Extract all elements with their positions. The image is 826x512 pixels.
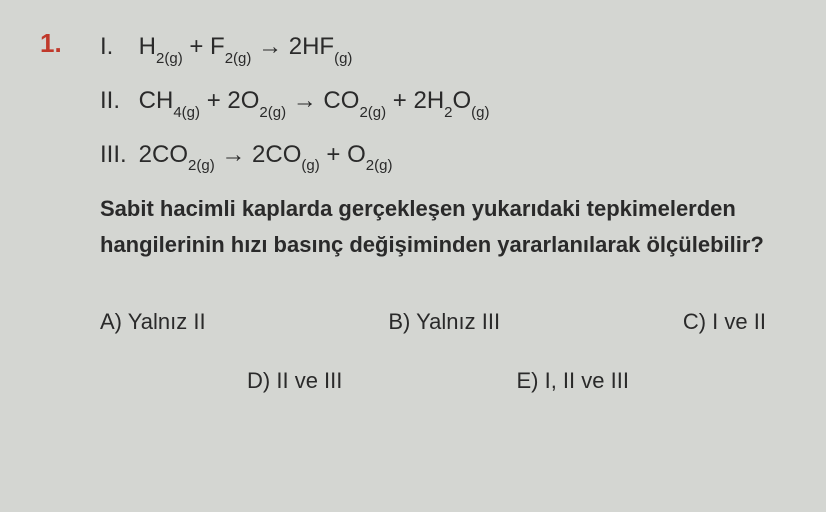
eq2-part4: → CO	[286, 87, 359, 114]
equation-3: III. 2CO2(g) → 2CO(g) + O2(g)	[100, 138, 776, 174]
eq3-part5: 2(g)	[366, 157, 393, 174]
eq2-part5: 2(g)	[359, 104, 386, 121]
eq2-part0: CH	[139, 87, 174, 114]
eq2-part9: (g)	[471, 104, 489, 121]
option-c: C) I ve II	[683, 302, 766, 342]
option-a: A) Yalnız II	[100, 302, 206, 342]
options-row-1: A) Yalnız II B) Yalnız III C) I ve II	[100, 302, 776, 342]
eq2-part8: O	[453, 87, 472, 114]
question-text: Sabit hacimli kaplarda gerçekleşen yukar…	[100, 191, 776, 261]
eq3-part4: + O	[320, 141, 366, 168]
equation-1: I. H2(g) + F2(g) → 2HF(g)	[100, 30, 776, 66]
eq2-part1: 4(g)	[173, 104, 200, 121]
eq1-part3: 2(g)	[225, 50, 252, 67]
eq2-part3: 2(g)	[259, 104, 286, 121]
question-content: I. H2(g) + F2(g) → 2HF(g) II. CH4(g) + 2…	[100, 30, 776, 401]
roman-1: I.	[100, 30, 132, 64]
roman-2: II.	[100, 84, 132, 118]
eq1-part1: 2(g)	[156, 50, 183, 67]
option-b: B) Yalnız III	[388, 302, 500, 342]
option-d: D) II ve III	[247, 361, 342, 401]
equation-2: II. CH4(g) + 2O2(g) → CO2(g) + 2H2O(g)	[100, 84, 776, 120]
roman-3: III.	[100, 138, 132, 172]
eq2-part6: + 2H	[386, 87, 444, 114]
eq3-part1: 2(g)	[188, 157, 215, 174]
eq2-part7: 2	[444, 104, 452, 121]
eq1-part0: H	[139, 33, 156, 60]
eq3-part0: 2CO	[139, 141, 188, 168]
eq1-part4: → 2HF	[251, 33, 334, 60]
question-number: 1.	[40, 28, 62, 59]
eq1-part2: + F	[183, 33, 225, 60]
eq3-part2: → 2CO	[215, 141, 302, 168]
option-e: E) I, II ve III	[516, 361, 628, 401]
answer-options: A) Yalnız II B) Yalnız III C) I ve II D)…	[100, 302, 776, 401]
eq2-part2: + 2O	[200, 87, 259, 114]
eq3-part3: (g)	[301, 157, 319, 174]
eq1-part5: (g)	[334, 50, 352, 67]
options-row-2: D) II ve III E) I, II ve III	[100, 361, 776, 401]
